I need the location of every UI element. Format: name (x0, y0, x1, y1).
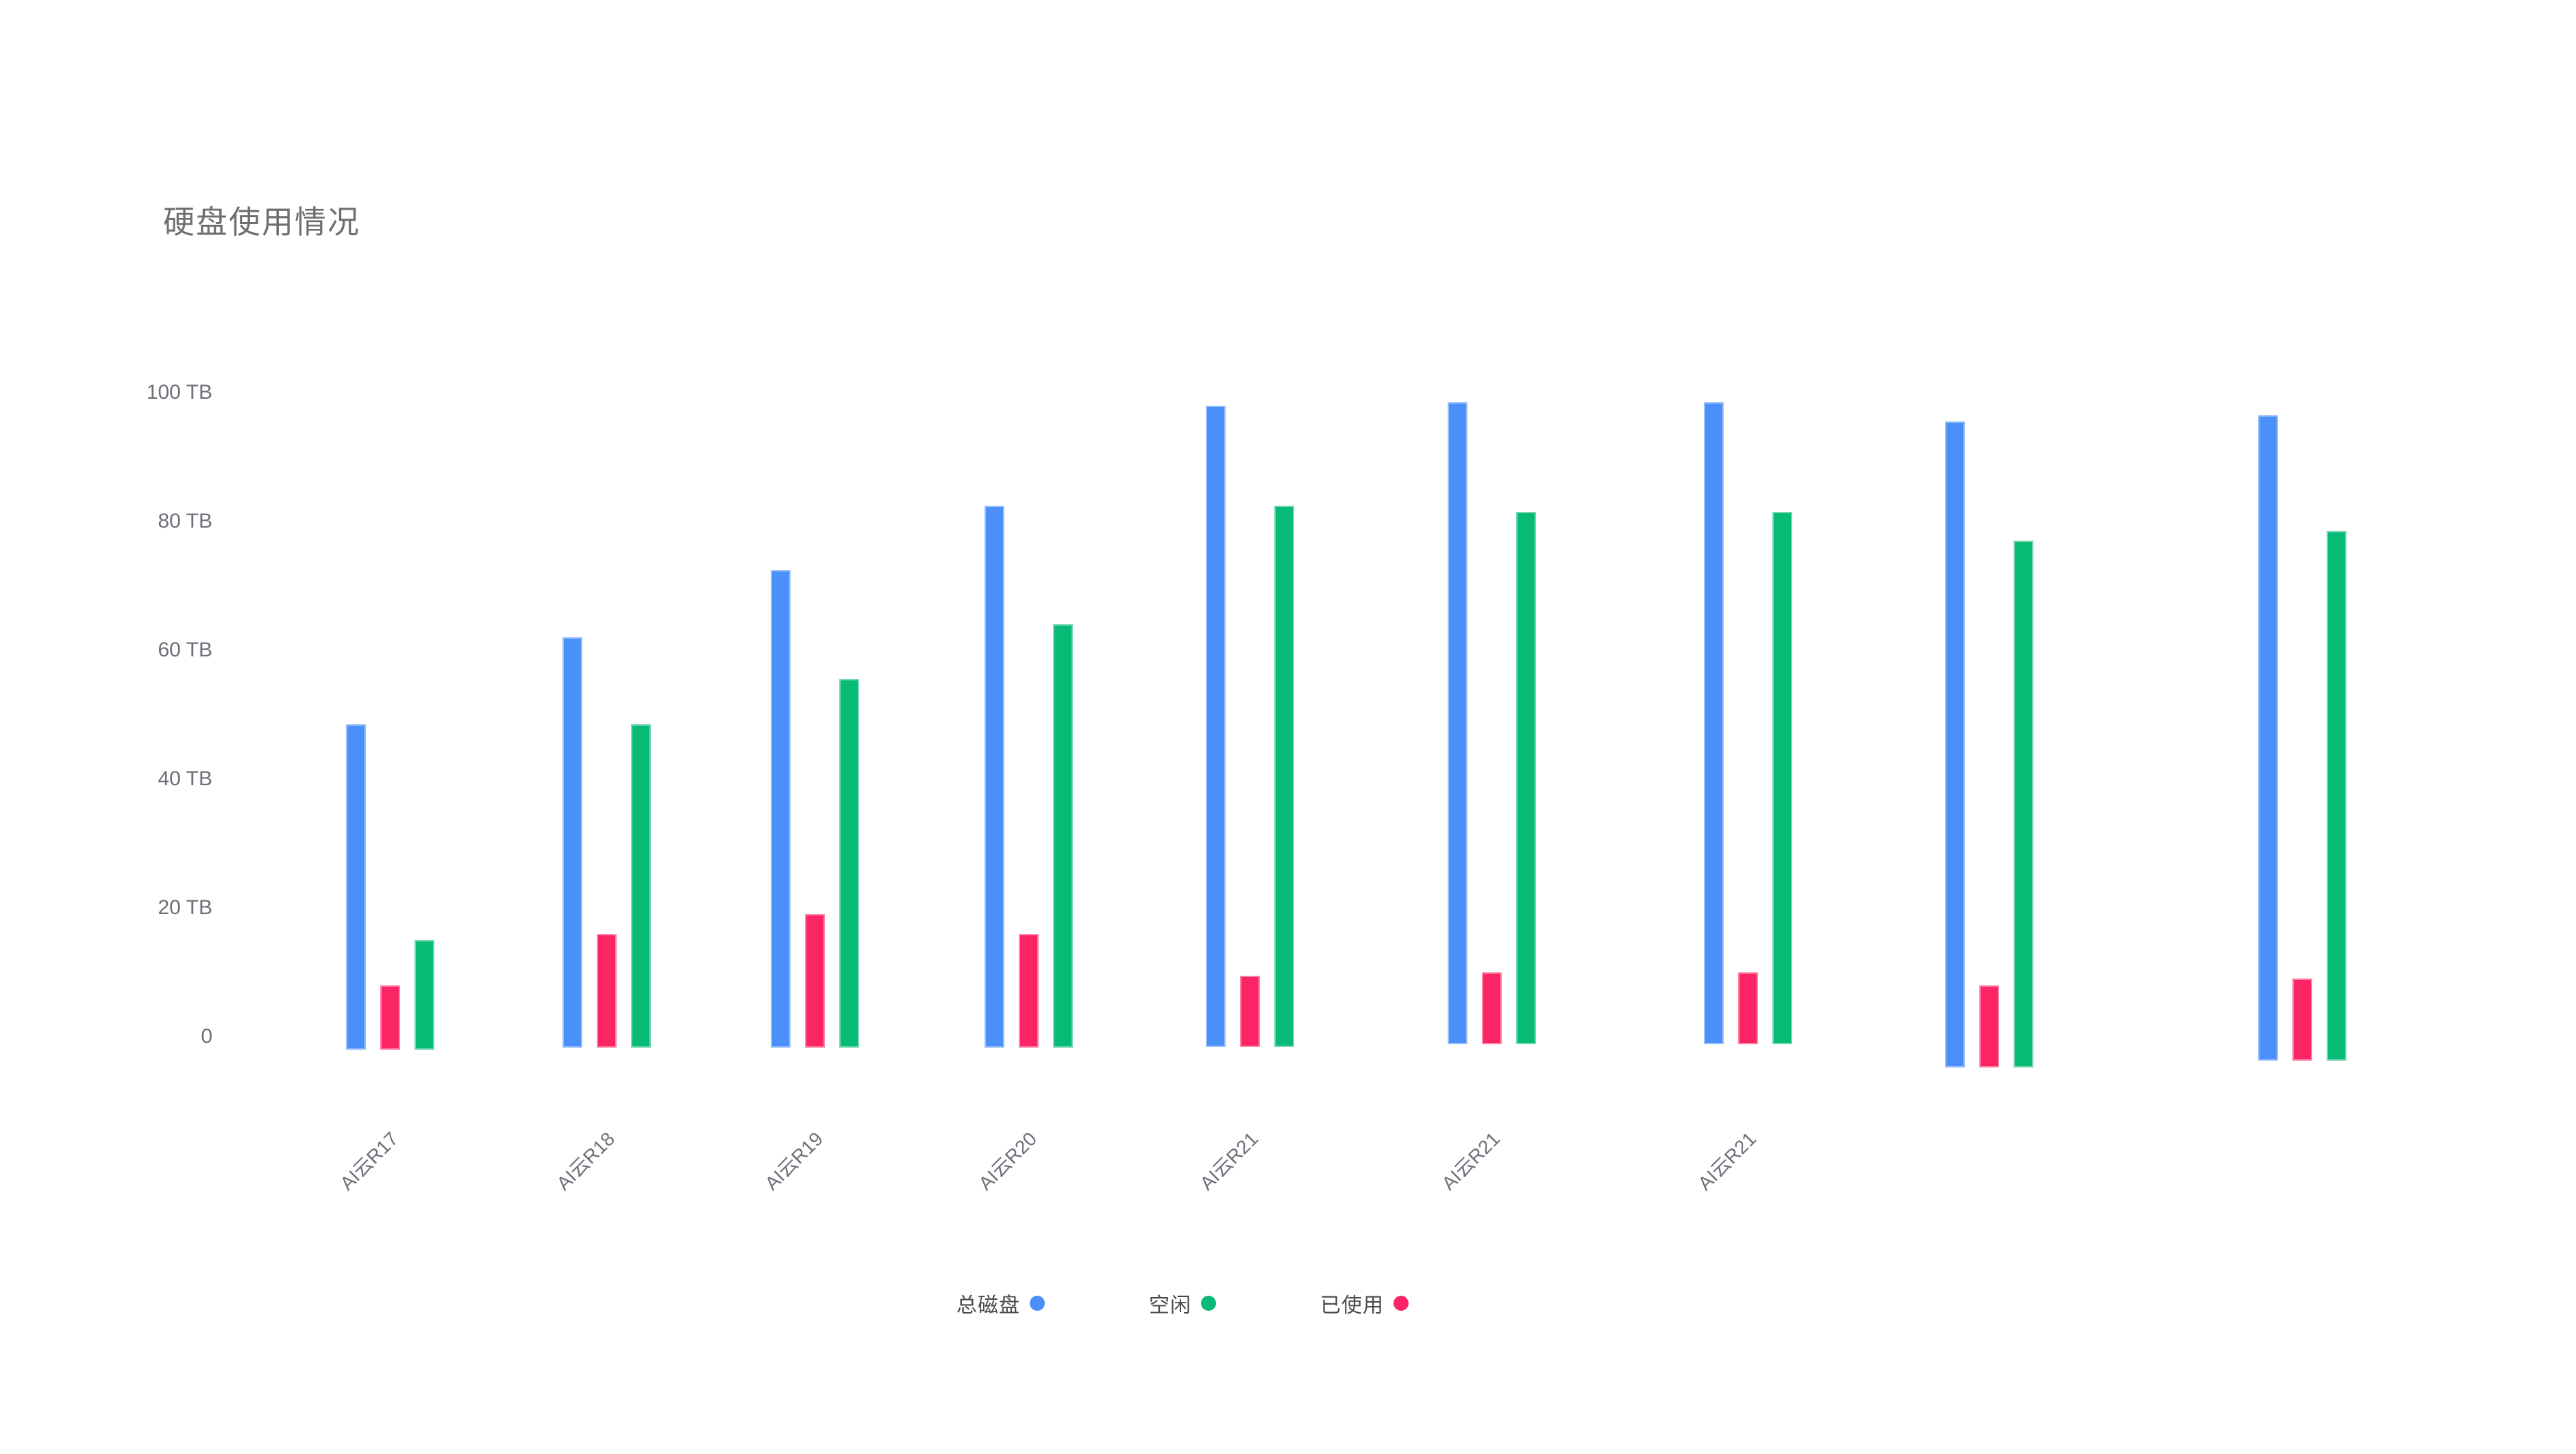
bar-free-group3[interactable] (839, 679, 859, 1048)
legend-marker-free-icon (1201, 1296, 1216, 1311)
bar-free-group7[interactable] (1772, 511, 1792, 1045)
bar-used-group7[interactable] (1737, 972, 1758, 1045)
legend-marker-total-icon (1030, 1296, 1045, 1311)
bar-used-group6[interactable] (1481, 972, 1502, 1045)
y-tick-label: 0 (201, 1025, 212, 1048)
bar-free-group4[interactable] (1052, 624, 1073, 1048)
bar-total-group5[interactable] (1205, 405, 1226, 1048)
legend-item-total[interactable]: 总磁盘 (956, 1288, 1045, 1318)
x-axis-label: AI云R21 (1694, 1128, 1761, 1194)
bar-free-group5[interactable] (1274, 505, 1294, 1048)
bar-total-group3[interactable] (770, 569, 791, 1048)
bar-free-group8[interactable] (2013, 541, 2033, 1068)
legend-item-used[interactable]: 已使用 (1320, 1288, 1409, 1318)
bar-total-group6[interactable] (1447, 402, 1467, 1045)
bar-used-group1[interactable] (380, 985, 400, 1050)
bar-total-group9[interactable] (2257, 415, 2278, 1061)
y-tick-label: 40 TB (158, 767, 213, 790)
bar-used-group2[interactable] (596, 933, 617, 1048)
y-tick-label: 80 TB (158, 510, 213, 532)
chart-title: 硬盘使用情况 (163, 204, 360, 240)
y-tick-label: 100 TB (146, 381, 212, 404)
bar-free-group6[interactable] (1515, 511, 1536, 1045)
bar-used-group9[interactable] (2292, 978, 2312, 1061)
legend-label-used: 已使用 (1320, 1294, 1384, 1317)
bar-used-group5[interactable] (1239, 975, 1260, 1048)
legend-label-free: 空闲 (1149, 1294, 1191, 1317)
y-tick-label: 60 TB (158, 639, 213, 661)
x-axis-label: AI云R17 (336, 1128, 403, 1194)
bar-free-group2[interactable] (630, 724, 651, 1048)
bar-total-group2[interactable] (562, 637, 582, 1048)
bar-total-group8[interactable] (1944, 421, 1965, 1068)
bar-free-group9[interactable] (2326, 531, 2346, 1061)
legend-item-free[interactable]: 空闲 (1149, 1288, 1216, 1318)
x-axis-label: AI云R21 (1196, 1128, 1263, 1194)
bar-used-group3[interactable] (804, 914, 825, 1048)
bar-free-group1[interactable] (414, 940, 434, 1050)
x-axis-label: AI云R18 (552, 1128, 619, 1194)
legend-label-total: 总磁盘 (956, 1294, 1020, 1317)
y-tick-label: 20 TB (158, 896, 213, 919)
legend-marker-used-icon (1394, 1296, 1409, 1311)
bar-total-group7[interactable] (1703, 402, 1724, 1045)
bar-used-group4[interactable] (1018, 933, 1039, 1048)
bar-total-group4[interactable] (984, 505, 1004, 1048)
x-axis-label: AI云R21 (1437, 1128, 1504, 1194)
x-axis-label: AI云R20 (974, 1128, 1041, 1194)
bar-total-group1[interactable] (345, 724, 366, 1050)
bar-used-group8[interactable] (1979, 985, 1999, 1068)
x-axis-label: AI云R19 (760, 1128, 828, 1194)
legend: 总磁盘 空闲 已使用 (956, 1288, 1409, 1318)
